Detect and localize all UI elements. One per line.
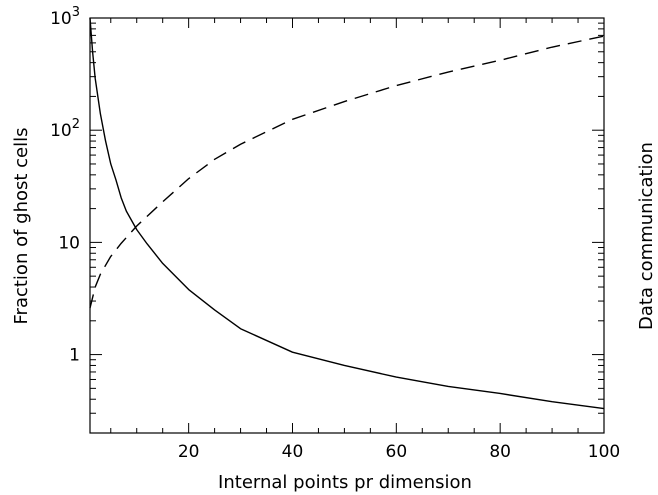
x-axis-label: Internal points pr dimension	[218, 472, 472, 493]
plot-frame	[89, 17, 605, 434]
y-tick-label-exponent: 3	[72, 5, 80, 20]
y-tick-label-exponent: 2	[72, 117, 80, 132]
x-tick-label: 20	[178, 442, 200, 462]
y-tick-label: 102	[50, 117, 80, 141]
y-tick-label-base: 10	[50, 121, 72, 141]
series-layer	[89, 17, 605, 410]
y-tick-label-base: 10	[50, 9, 72, 29]
axis-ticks	[90, 17, 605, 434]
x-tick-label: 40	[282, 442, 304, 462]
y-axis-label-right: Data communication	[636, 142, 657, 330]
series-line-solid	[89, 17, 605, 410]
x-tick-label: 80	[489, 442, 511, 462]
y-tick-label: 10	[58, 233, 80, 253]
x-tick-label: 60	[386, 442, 408, 462]
y-axis-label: Fraction of ghost cells	[11, 128, 32, 325]
series-line-dashed	[89, 35, 605, 309]
y-tick-label: 1	[69, 346, 80, 366]
y-tick-label: 103	[50, 5, 80, 29]
x-tick-label: 100	[588, 442, 620, 462]
